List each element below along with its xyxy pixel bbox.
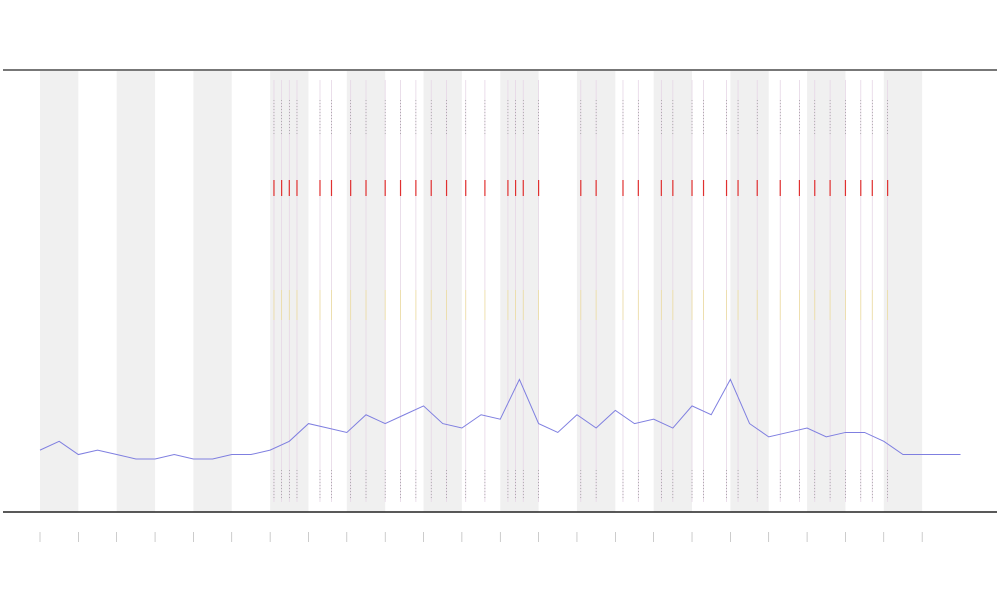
shaded-band [116,70,156,512]
shaded-band [807,70,846,512]
shaded-band [423,70,462,512]
series-line [39,378,961,460]
shaded-band [730,70,769,512]
shaded-band [193,70,232,512]
shaded-band [883,70,923,512]
shaded-band [40,70,79,512]
shaded-band [500,70,539,512]
